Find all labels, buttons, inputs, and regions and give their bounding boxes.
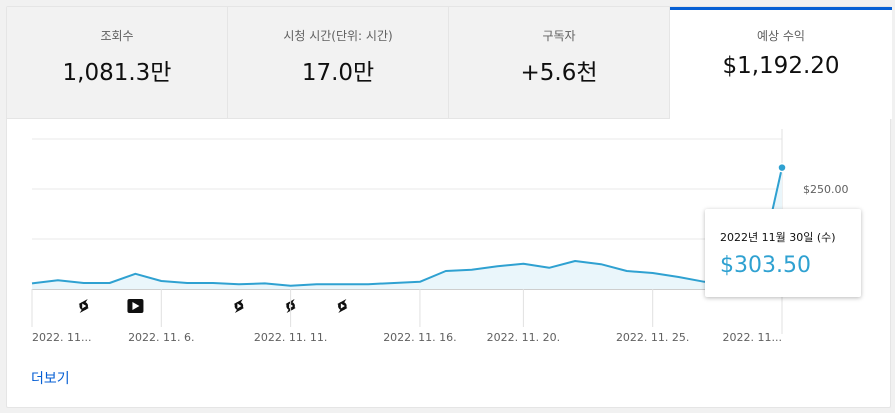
chart-tooltip: 2022년 11월 30일 (수) $303.50 (705, 209, 861, 297)
tab-revenue-value: $1,192.20 (722, 53, 840, 79)
chart-grid (32, 129, 783, 334)
shorts-icon[interactable] (337, 299, 348, 313)
y-tick-label: $250.00 (803, 183, 849, 196)
tooltip-value: $303.50 (720, 253, 811, 278)
hover-point (777, 162, 787, 173)
tab-views[interactable]: 조회수 1,081.3만 (7, 7, 228, 119)
see-more-link[interactable]: 더보기 (31, 371, 70, 387)
analytics-card: 조회수 1,081.3만 시청 시간(단위: 시간) 17.0만 구독자 +5.… (6, 6, 892, 408)
revenue-chart[interactable]: $250.00$125.00$0.00 2022. 11...2022. 11.… (7, 119, 892, 359)
x-tick-label: 2022. 11. 16. (383, 331, 456, 344)
tab-watch-time-label: 시청 시간(단위: 시간) (283, 29, 393, 43)
tab-subscribers-label: 구독자 (542, 29, 576, 43)
metric-tabs: 조회수 1,081.3만 시청 시간(단위: 시간) 17.0만 구독자 +5.… (7, 7, 892, 119)
x-tick-label: 2022. 11. 25. (616, 331, 689, 344)
shorts-icon[interactable] (78, 299, 89, 313)
tab-watch-time-value: 17.0만 (301, 60, 375, 86)
tab-estimated-revenue[interactable]: 예상 수익 $1,192.20 (670, 7, 892, 119)
tab-views-label: 조회수 (100, 29, 134, 43)
tab-views-value: 1,081.3만 (62, 60, 172, 86)
play-icon[interactable] (127, 299, 144, 313)
tooltip-date: 2022년 11월 30일 (수) (720, 231, 836, 244)
tab-watch-time[interactable]: 시청 시간(단위: 시간) 17.0만 (228, 7, 449, 119)
upload-markers (78, 299, 348, 313)
x-tick-label: 2022. 11... (723, 331, 782, 344)
tab-subscribers-value: +5.6천 (520, 60, 598, 86)
x-tick-label: 2022. 11... (32, 331, 91, 344)
revenue-chart-area: $250.00$125.00$0.00 2022. 11...2022. 11.… (7, 119, 892, 359)
x-tick-label: 2022. 11. 20. (487, 331, 560, 344)
shorts-icon[interactable] (233, 299, 244, 313)
x-tick-label: 2022. 11. 6. (128, 331, 194, 344)
tab-revenue-label: 예상 수익 (757, 29, 805, 43)
revenue-line (31, 167, 783, 287)
revenue-area-fill (32, 167, 782, 289)
tab-subscribers[interactable]: 구독자 +5.6천 (449, 7, 670, 119)
x-tick-label: 2022. 11. 11. (254, 331, 327, 344)
x-axis-ticks: 2022. 11... 2022. 11. 6. 2022. 11. 11. 2022… (31, 289, 783, 344)
